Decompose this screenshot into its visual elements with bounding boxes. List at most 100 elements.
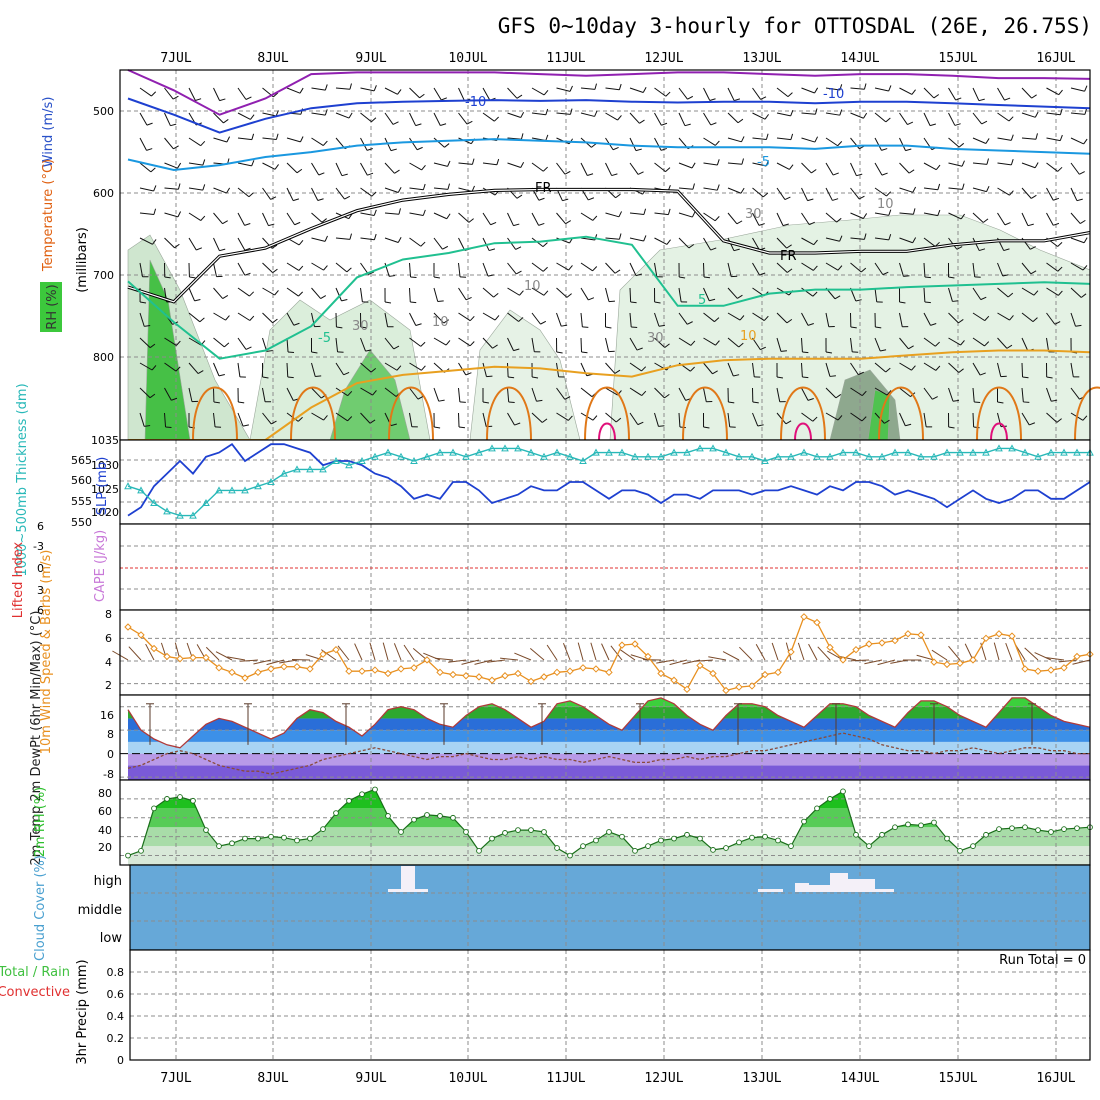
wind-barb bbox=[139, 387, 151, 399]
wind-barb-flag bbox=[614, 369, 621, 374]
wind-barb-flag bbox=[384, 301, 392, 304]
wind-barb-flag bbox=[861, 416, 867, 422]
wind-barb-flag bbox=[737, 118, 744, 124]
wind-barb-flag bbox=[494, 315, 500, 321]
wind-barb bbox=[384, 312, 389, 327]
wind-barb-flag bbox=[641, 366, 647, 372]
wind-barb-flag bbox=[812, 291, 818, 297]
wind-barb-flag bbox=[244, 247, 251, 251]
rh2m-point bbox=[268, 833, 274, 840]
wind-barb-flag bbox=[151, 365, 157, 371]
wind10m-point bbox=[384, 669, 392, 678]
bottom-date-axis: 7JUL 8JUL 9JUL 10JUL 11JUL 12JUL 13JUL 1… bbox=[160, 1071, 1075, 1086]
wind-barb bbox=[605, 87, 620, 91]
date-label-top: 14JUL bbox=[840, 51, 879, 66]
wind-barb bbox=[164, 162, 178, 169]
thickness-point bbox=[683, 448, 691, 456]
wind-barb bbox=[948, 187, 963, 190]
wind-barb bbox=[531, 312, 541, 325]
temp2m-line bbox=[127, 697, 1091, 749]
wind-barb bbox=[923, 312, 931, 326]
wind-barb bbox=[507, 312, 519, 322]
wind-barb bbox=[874, 287, 878, 302]
wind-barb-flag bbox=[468, 218, 474, 223]
wind-barb-flag bbox=[271, 244, 278, 249]
wind-barb bbox=[923, 362, 937, 371]
wind-barb bbox=[139, 137, 147, 151]
wind-barb-flag bbox=[834, 295, 841, 300]
wind-barb bbox=[874, 87, 889, 92]
wind-barb-flag bbox=[415, 323, 422, 326]
wind-barb bbox=[931, 649, 948, 661]
wind-barb bbox=[1046, 657, 1065, 661]
wind-barb bbox=[801, 287, 814, 297]
thickness-point bbox=[1034, 452, 1042, 460]
cloud-level-low: low bbox=[100, 931, 123, 946]
wind-barb bbox=[1046, 162, 1058, 172]
wind-barb bbox=[458, 237, 466, 251]
wind-barb bbox=[874, 112, 887, 123]
wind-barb-flag bbox=[251, 133, 255, 140]
slp-panel: 565 560 555 550 1030 1025 1020 1035 SLP … bbox=[15, 383, 1094, 577]
wind-barb bbox=[262, 262, 273, 274]
isotherm-15-loop bbox=[878, 386, 924, 441]
wind-barb bbox=[678, 312, 688, 325]
wind-barb-flag bbox=[984, 341, 990, 347]
wind-barb-flag bbox=[782, 223, 789, 227]
wind-barb-flag bbox=[839, 84, 843, 91]
thickness-point bbox=[774, 452, 782, 460]
wind-barb-flag bbox=[540, 320, 547, 325]
rh2m-point bbox=[294, 837, 300, 844]
wind-barb-flag bbox=[244, 272, 251, 276]
wind-barb-flag bbox=[615, 417, 622, 423]
date-label-top: 12JUL bbox=[644, 51, 683, 66]
thickness-point bbox=[644, 452, 652, 460]
wind-barb bbox=[727, 112, 739, 124]
wind-barb bbox=[458, 162, 473, 165]
temp-band bbox=[128, 741, 1090, 754]
wind10m-point bbox=[423, 656, 431, 664]
wind-barb bbox=[948, 162, 963, 167]
wind-barb bbox=[458, 287, 467, 301]
wind-barb bbox=[507, 387, 510, 402]
thickness-point bbox=[488, 444, 496, 452]
wind-barb bbox=[825, 187, 833, 201]
wind-barb-flag bbox=[765, 133, 769, 140]
wind-barb-flag bbox=[222, 220, 228, 225]
wind-barb-flag bbox=[447, 183, 451, 190]
wind-barb bbox=[164, 112, 171, 126]
wind-barb bbox=[311, 212, 323, 223]
wind-barb bbox=[1070, 237, 1085, 244]
wind-barb bbox=[279, 659, 298, 664]
wind-barb bbox=[590, 642, 597, 661]
wind-barb bbox=[874, 187, 887, 197]
wind-barb bbox=[727, 312, 741, 321]
wind-barb bbox=[850, 112, 864, 119]
wind-barb-flag bbox=[1053, 197, 1060, 201]
wind-barb bbox=[827, 650, 844, 661]
thickness-point bbox=[397, 452, 405, 460]
wind-barb bbox=[801, 112, 816, 115]
wind-barb bbox=[948, 312, 959, 324]
wind-barb-flag bbox=[786, 268, 793, 273]
wind-barb-flag bbox=[618, 83, 622, 90]
rh2m-point bbox=[580, 843, 586, 849]
wind-barb bbox=[850, 262, 862, 273]
wind-barb bbox=[972, 362, 981, 376]
wind-barb bbox=[850, 212, 864, 219]
wind10m-point bbox=[1073, 652, 1081, 661]
wind-barb bbox=[678, 237, 690, 249]
wind-barb bbox=[237, 87, 247, 100]
wind-barb bbox=[556, 212, 566, 224]
rh2m-point bbox=[879, 831, 885, 838]
wind-barb bbox=[360, 162, 368, 176]
wind-barb-flag bbox=[614, 269, 621, 274]
wind-barb bbox=[629, 87, 644, 94]
cloud-block bbox=[847, 879, 875, 892]
rh2m-point bbox=[736, 839, 742, 846]
cloud-block bbox=[830, 873, 848, 892]
wind-barb bbox=[752, 412, 759, 427]
isotherm--10 bbox=[127, 97, 1091, 134]
wind-barb bbox=[850, 412, 863, 422]
wind-barb bbox=[164, 387, 172, 401]
